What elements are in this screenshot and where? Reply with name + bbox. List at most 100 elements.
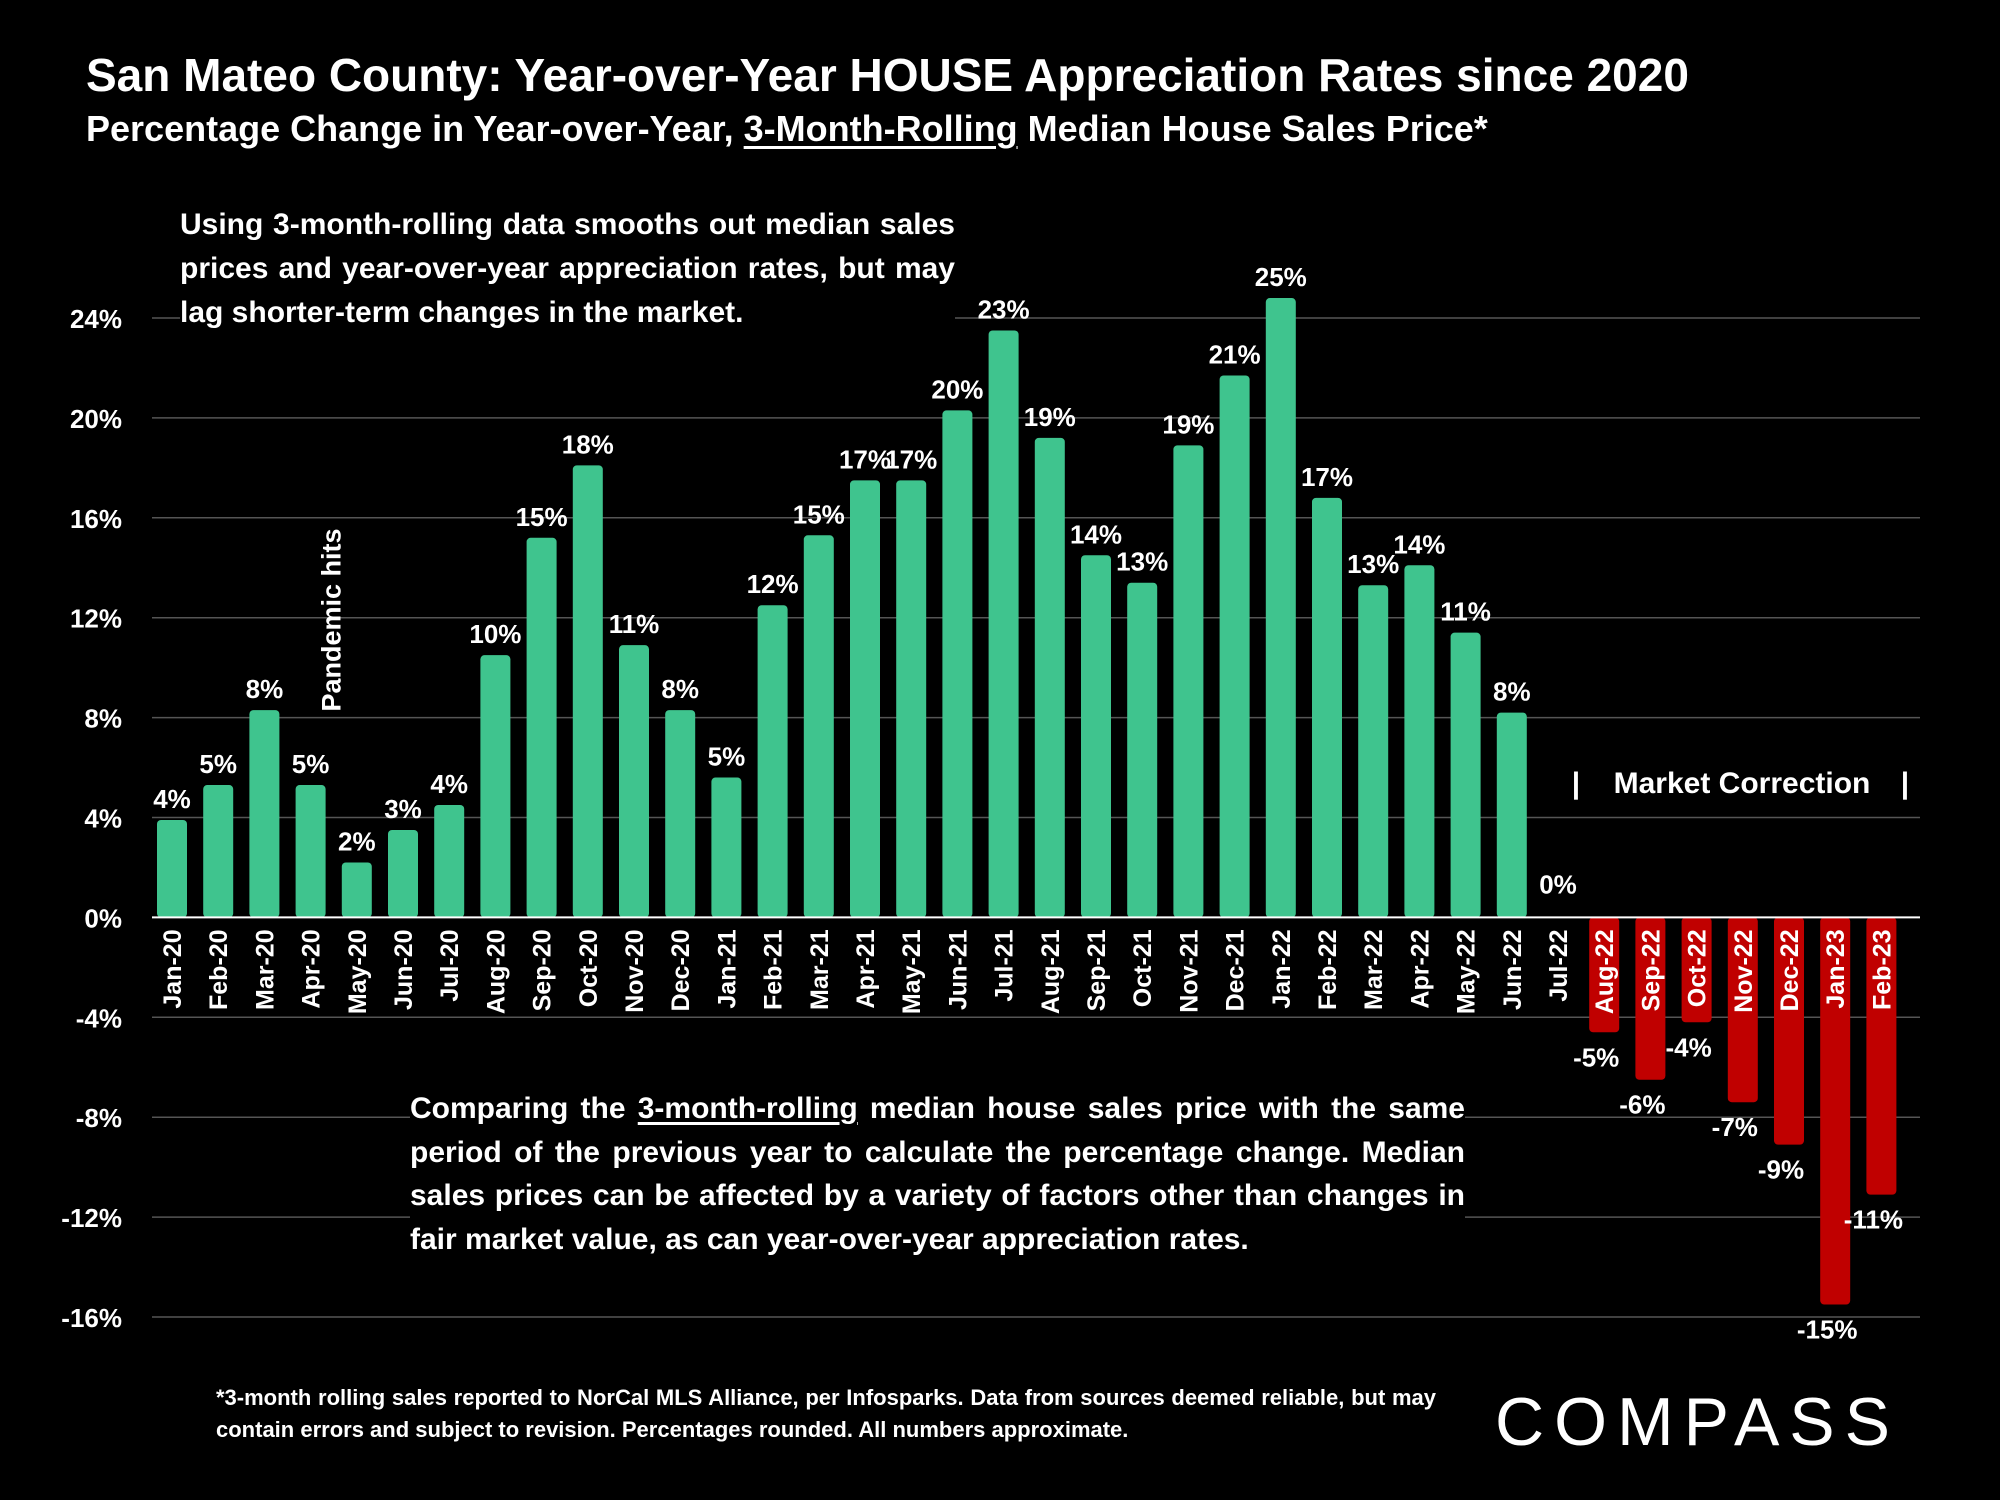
x-tick-label: Nov-20 — [621, 929, 649, 1012]
x-tick-label: Jun-21 — [944, 929, 972, 1010]
bars — [157, 298, 1897, 1305]
x-tick-label: Sep-21 — [1083, 929, 1111, 1011]
bar — [434, 805, 465, 918]
x-axis-ticks: Jan-20 Feb-20 Mar-20 Apr-20 May-20 Jun-20 Jul-… — [159, 929, 1896, 1014]
compass-logo: COMPASS — [1495, 1383, 1900, 1461]
x-tick-label: Feb-20 — [205, 929, 233, 1010]
data-label: 14% — [1393, 529, 1445, 559]
x-tick-label: Jan-20 — [159, 929, 187, 1008]
data-label: -7% — [1712, 1112, 1758, 1142]
bar — [942, 410, 973, 918]
x-tick-label: Aug-22 — [1591, 929, 1619, 1014]
y-tick-label: -12% — [61, 1203, 122, 1233]
data-label: 15% — [793, 499, 845, 529]
x-tick-label: Oct-20 — [575, 929, 603, 1007]
bar — [665, 710, 696, 918]
x-tick-label: Apr-22 — [1406, 929, 1434, 1008]
x-tick-label: Nov-22 — [1730, 929, 1758, 1012]
x-tick-label: Dec-22 — [1776, 929, 1804, 1011]
y-tick-label: -8% — [76, 1103, 122, 1133]
pandemic-annotation: Pandemic hits — [317, 528, 347, 711]
bar — [1450, 632, 1481, 918]
bar — [1820, 917, 1851, 1305]
x-tick-label: Jun-22 — [1499, 929, 1527, 1010]
x-tick-label: Nov-21 — [1175, 929, 1203, 1012]
bar — [619, 645, 649, 918]
bar — [1358, 585, 1389, 918]
x-tick-label: Mar-20 — [251, 929, 279, 1010]
data-label: 5% — [199, 749, 237, 779]
x-tick-label: Oct-22 — [1684, 929, 1712, 1007]
y-tick-label: 16% — [70, 504, 122, 534]
x-tick-label: Mar-21 — [806, 929, 834, 1010]
bar — [295, 785, 326, 918]
bar — [1681, 917, 1712, 1023]
x-tick-label: Jan-21 — [713, 929, 741, 1008]
bar — [1635, 917, 1666, 1080]
logo-wordmark: COMPASS — [1495, 1384, 1901, 1460]
bar — [803, 535, 834, 918]
bar — [711, 777, 742, 918]
y-tick-label: 8% — [84, 704, 122, 734]
x-tick-label: Oct-21 — [1129, 929, 1157, 1007]
chart-title: San Mateo County: Year-over-Year HOUSE A… — [86, 49, 1689, 101]
bar — [157, 819, 187, 918]
data-label: -4% — [1665, 1032, 1711, 1062]
bar — [757, 605, 788, 918]
y-tick-label: 0% — [84, 903, 122, 933]
data-label: 23% — [978, 294, 1030, 324]
subtitle-part: Median House Sales Price* — [1017, 108, 1488, 149]
x-tick-label: Sep-22 — [1637, 929, 1665, 1011]
bar — [1404, 565, 1435, 918]
correction-bracket-left: | — [1572, 767, 1580, 800]
x-tick-label: Jun-20 — [390, 929, 418, 1010]
bar — [1496, 712, 1527, 918]
data-label: 13% — [1116, 547, 1168, 577]
x-tick-label: Sep-20 — [529, 929, 557, 1011]
bar — [1127, 582, 1158, 918]
bar — [1774, 917, 1804, 1145]
data-labels: 4%5%8%5%2%3%4%10%15%18%11%8%5%12%15%17%1… — [153, 262, 1903, 1344]
x-tick-label: May-22 — [1453, 929, 1481, 1014]
data-label: 8% — [246, 674, 284, 704]
data-label: 8% — [1493, 677, 1531, 707]
data-label: 5% — [708, 742, 746, 772]
data-label: -11% — [1844, 1205, 1903, 1235]
data-label: 17% — [1301, 462, 1353, 492]
data-label: 11% — [609, 609, 660, 639]
data-label: 21% — [1209, 339, 1261, 369]
data-label: 4% — [153, 784, 191, 814]
data-label: -6% — [1619, 1090, 1665, 1120]
bar — [480, 655, 511, 918]
chart-subtitle: Percentage Change in Year-over-Year, 3-M… — [86, 108, 1488, 150]
data-label: -15% — [1797, 1315, 1858, 1345]
x-tick-label: May-20 — [344, 929, 372, 1014]
data-label: 10% — [469, 619, 521, 649]
data-label: 14% — [1070, 519, 1122, 549]
note-part: median house sales price with the same p… — [410, 1092, 1465, 1256]
x-tick-label: Dec-21 — [1222, 929, 1250, 1011]
bar — [896, 480, 927, 918]
y-axis-ticks: 24% 20% 16% 12% 8% 4% 0% -4% -8% -12% -16% — [61, 304, 122, 1333]
bar — [388, 829, 418, 918]
x-tick-label: May-21 — [898, 929, 926, 1014]
x-tick-label: Aug-20 — [482, 929, 510, 1014]
data-label: 19% — [1162, 409, 1214, 439]
bar — [1265, 298, 1296, 918]
data-label: 8% — [661, 674, 699, 704]
bar — [1312, 497, 1342, 918]
data-label: 5% — [292, 749, 330, 779]
data-label: 12% — [747, 569, 799, 599]
data-label: 17% — [839, 444, 891, 474]
x-tick-label: Mar-22 — [1360, 929, 1388, 1010]
bar — [1727, 917, 1758, 1103]
bar — [1589, 917, 1620, 1033]
data-label: 2% — [338, 826, 376, 856]
bar — [341, 862, 372, 918]
correction-bracket-right: | — [1901, 767, 1909, 800]
bar — [526, 537, 557, 918]
data-label: 17% — [885, 444, 937, 474]
x-tick-label: Feb-22 — [1314, 929, 1342, 1010]
bar — [572, 465, 603, 918]
x-tick-label: Jan-22 — [1268, 929, 1296, 1008]
